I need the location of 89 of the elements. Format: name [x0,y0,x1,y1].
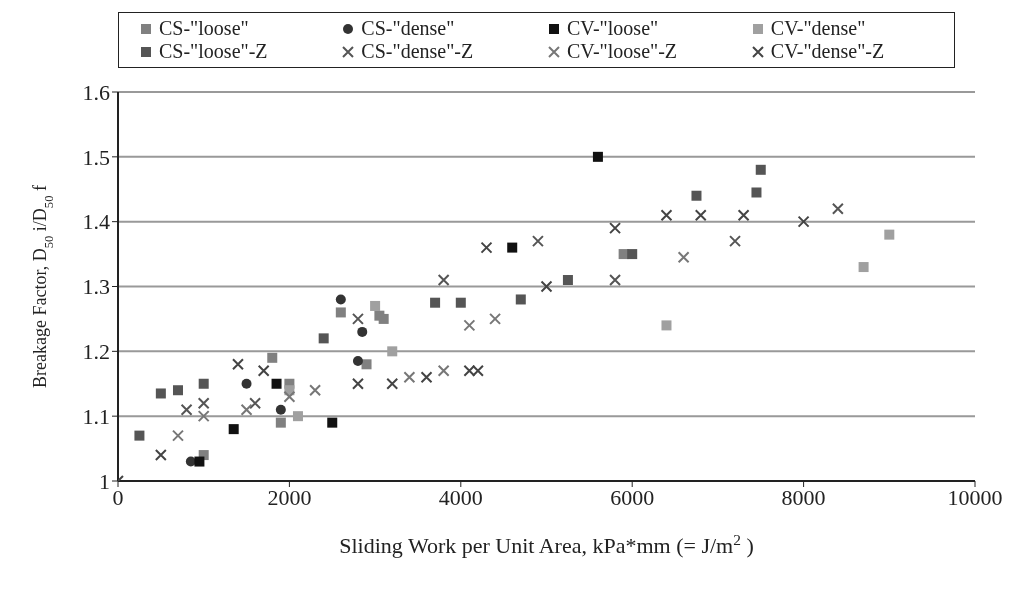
point [335,294,346,305]
x-tick-label: 4000 [438,484,483,510]
point [463,319,476,332]
point [180,403,193,416]
point [155,388,166,399]
y-tick-label: 1.5 [82,144,110,170]
point [592,151,603,162]
point [515,294,526,305]
x-tick-label: 10000 [947,484,1003,510]
point [729,235,742,248]
point [197,410,210,423]
legend-label: CV-"loose" [567,17,659,40]
point [609,222,622,235]
point [737,209,750,222]
point [430,297,441,308]
point [352,356,363,367]
point [292,411,303,422]
point [318,333,329,344]
point [378,313,389,324]
point [327,417,338,428]
point [531,235,544,248]
point [357,326,368,337]
point [198,378,209,389]
point [351,377,364,390]
point [154,449,167,462]
y-tick-label: 1.4 [82,209,110,235]
point [884,229,895,240]
point [660,209,673,222]
point [197,397,210,410]
point [480,241,493,254]
point [231,358,244,371]
point [387,346,398,357]
legend-label: CS-"loose" [159,17,249,40]
point [694,209,707,222]
point [403,371,416,384]
legend-label: CS-"dense"-Z [361,40,474,63]
point [540,280,553,293]
x-axis-title: Sliding Work per Unit Area, kPa*mm (= J/m$^{2}$) [339,530,754,558]
point [335,307,346,318]
point [275,404,286,415]
point [755,164,766,175]
y-tick-label: 1 [99,468,110,494]
x-tick-label: 0 [112,484,124,510]
x-tick-label: 6000 [610,484,655,510]
point [361,359,372,370]
point [309,384,322,397]
point [627,249,638,260]
point [661,320,672,331]
point [283,390,296,403]
point [437,274,450,287]
point [455,297,466,308]
point [257,364,270,377]
x-tick-label: 2000 [267,484,312,510]
point [275,417,286,428]
legend-label: CS-"loose"-Z [159,40,268,63]
point [691,190,702,201]
point [420,371,433,384]
legend-label: CS-"dense" [361,17,455,40]
y-tick-label: 1.1 [82,403,110,429]
point [831,202,844,215]
y-tick-label: 1.3 [82,274,110,300]
y-tick-label: 1.6 [82,79,110,105]
point [507,242,518,253]
y-tick-label: 1.2 [82,339,110,365]
point [677,251,690,264]
point [386,377,399,390]
point [240,403,253,416]
x-tick-label: 8000 [781,484,826,510]
point [194,456,205,467]
point [751,187,762,198]
point [562,275,573,286]
point [271,378,282,389]
point [249,397,262,410]
legend-label: CV-"loose"-Z [567,40,678,63]
legend-label: CV-"dense" [770,17,866,40]
point [609,274,622,287]
legend-label: CV-"dense"-Z [770,40,885,63]
point [172,385,183,396]
point [797,215,810,228]
point [858,262,869,273]
point [171,429,184,442]
point [351,312,364,325]
point [437,364,450,377]
point [489,312,502,325]
point [134,430,145,441]
point [241,378,252,389]
point [370,300,381,311]
point [228,424,239,435]
point [267,352,278,363]
